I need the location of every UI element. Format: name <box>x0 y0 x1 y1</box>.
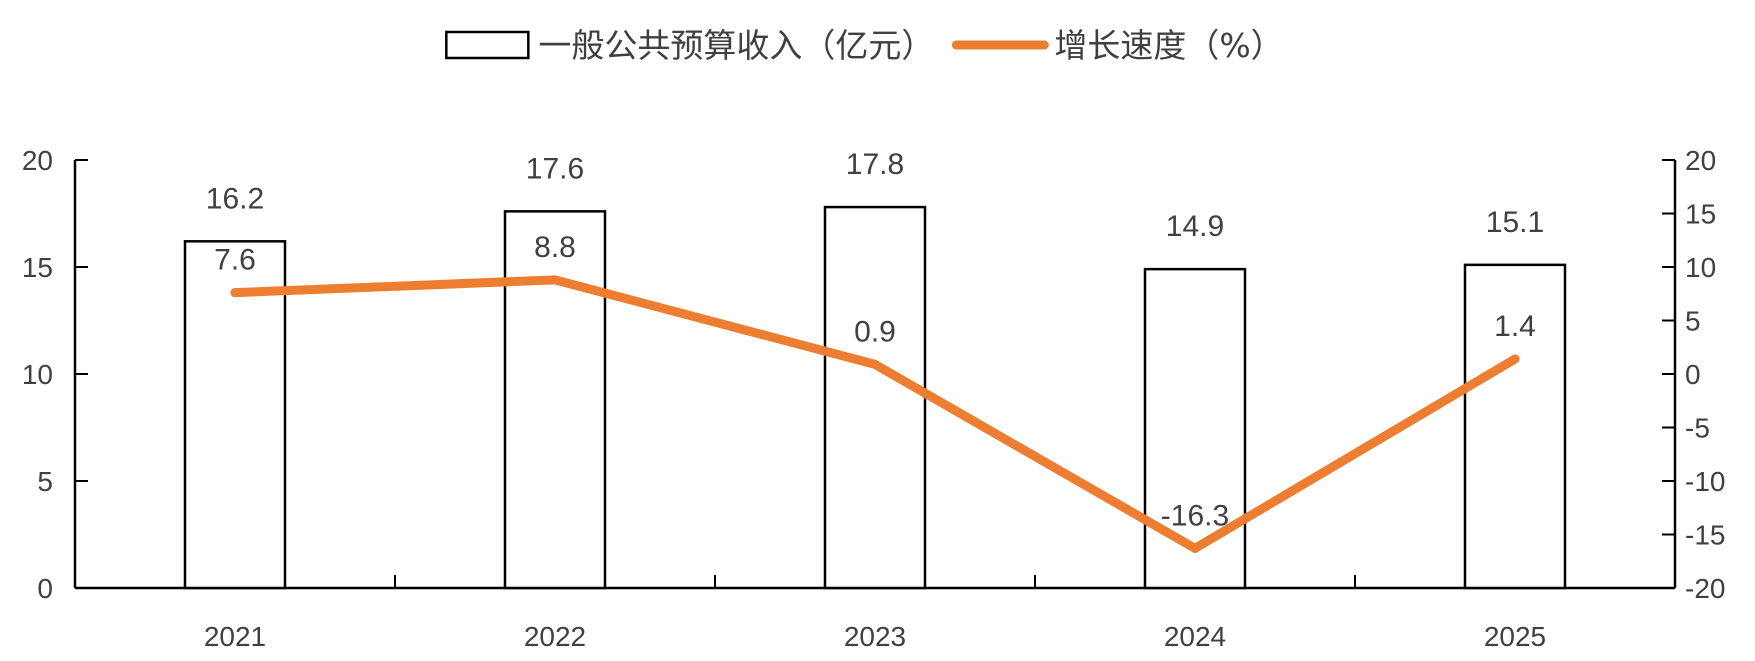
right-tick-label: 5 <box>1685 306 1701 337</box>
bar-2023 <box>823 205 927 590</box>
bar-value-label: 17.6 <box>526 152 584 185</box>
right-tick-label: 15 <box>1685 199 1716 230</box>
bar-2025 <box>1463 263 1567 590</box>
growth-value-label: 0.9 <box>854 315 896 348</box>
right-tick-label: 10 <box>1685 252 1716 283</box>
x-tick-label: 2023 <box>844 621 906 652</box>
bar-value-label: 17.8 <box>846 148 904 181</box>
legend-label-growth: 增长速度（%） <box>1054 26 1283 65</box>
bar-value-label: 15.1 <box>1486 206 1544 239</box>
growth-point-2024 <box>1190 543 1200 553</box>
axes: 0 5 10 15 20 -20 -15 -10 -5 0 5 10 15 20 2021 2022 2023 2… <box>22 145 1726 652</box>
right-tick-label: 20 <box>1685 145 1716 176</box>
growth-value-label: 8.8 <box>534 231 576 264</box>
x-tick-label: 2024 <box>1164 621 1226 652</box>
right-tick-label: -5 <box>1685 413 1710 444</box>
growth-point-2022 <box>550 275 560 285</box>
right-tick-label: -15 <box>1685 520 1725 551</box>
growth-value-label: 1.4 <box>1494 310 1536 343</box>
bar-2022 <box>503 210 607 590</box>
x-tick-label: 2025 <box>1484 621 1546 652</box>
data-labels: 16.2 17.6 17.8 14.9 15.1 7.6 8.8 0.9 -16.3 1.4 <box>206 148 1544 532</box>
left-tick-label: 0 <box>37 573 53 604</box>
growth-point-2025 <box>1510 354 1520 364</box>
x-tick-label: 2021 <box>204 621 266 652</box>
bars <box>183 205 1567 590</box>
growth-value-label: 7.6 <box>214 244 256 277</box>
legend-label-revenue: 一般公共预算收入（亿元） <box>538 26 934 65</box>
growth-value-label: -16.3 <box>1161 499 1229 532</box>
left-tick-label: 20 <box>22 145 53 176</box>
legend-swatch-revenue <box>445 30 530 60</box>
bar-2021 <box>183 240 287 590</box>
x-tick-label: 2022 <box>524 621 586 652</box>
legend: 一般公共预算收入（亿元） 增长速度（%） <box>445 26 1284 65</box>
bar-2024 <box>1143 267 1247 590</box>
left-tick-label: 5 <box>37 466 53 497</box>
growth-point-2023 <box>870 359 880 369</box>
right-tick-label: -10 <box>1685 466 1725 497</box>
growth-line-layer <box>230 275 1520 553</box>
left-tick-label: 15 <box>22 252 53 283</box>
right-tick-label: -20 <box>1685 573 1725 604</box>
left-tick-label: 10 <box>22 359 53 390</box>
growth-point-2021 <box>230 288 240 298</box>
bar-value-label: 16.2 <box>206 182 264 215</box>
bar-value-label: 14.9 <box>1166 210 1224 243</box>
right-tick-label: 0 <box>1685 359 1701 390</box>
